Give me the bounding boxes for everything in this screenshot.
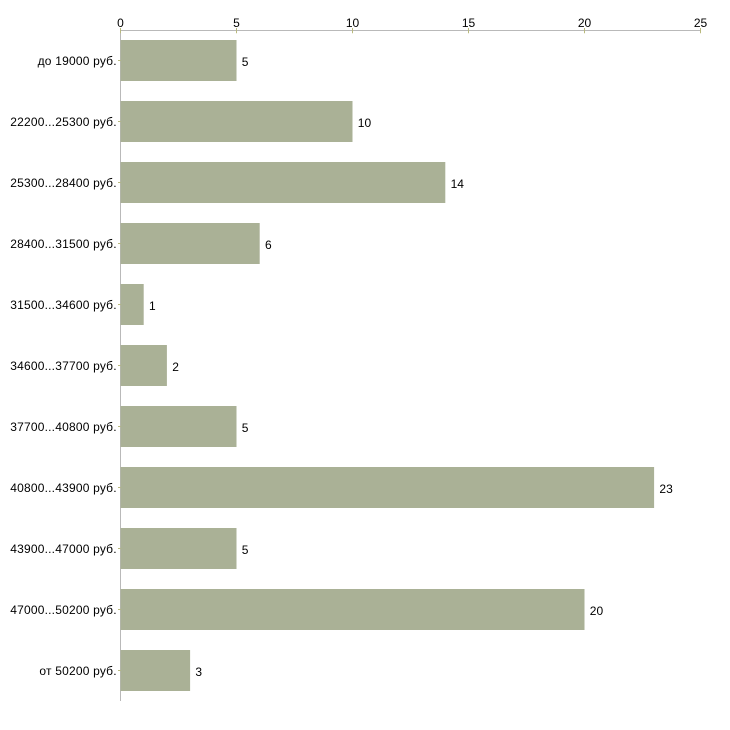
- svg-text:5: 5: [242, 55, 249, 69]
- svg-text:10: 10: [358, 116, 372, 130]
- svg-text:40800...43900 руб.: 40800...43900 руб.: [10, 481, 117, 495]
- svg-text:6: 6: [265, 238, 272, 252]
- svg-text:34600...37700 руб.: 34600...37700 руб.: [10, 359, 117, 373]
- svg-text:20: 20: [578, 16, 592, 30]
- svg-text:1: 1: [149, 299, 156, 313]
- svg-text:15: 15: [462, 16, 476, 30]
- svg-text:от 50200 руб.: от 50200 руб.: [39, 664, 116, 678]
- svg-text:25300...28400 руб.: 25300...28400 руб.: [10, 176, 117, 190]
- svg-text:0: 0: [117, 16, 124, 30]
- svg-text:2: 2: [172, 360, 179, 374]
- svg-text:31500...34600 руб.: 31500...34600 руб.: [10, 298, 117, 312]
- svg-text:10: 10: [346, 16, 360, 30]
- svg-text:5: 5: [242, 543, 249, 557]
- svg-text:5: 5: [242, 421, 249, 435]
- svg-text:5: 5: [233, 16, 240, 30]
- svg-text:20: 20: [590, 604, 604, 618]
- svg-text:до 19000 руб.: до 19000 руб.: [38, 54, 117, 68]
- svg-text:14: 14: [451, 177, 465, 191]
- svg-text:3: 3: [195, 665, 202, 679]
- svg-text:43900...47000 руб.: 43900...47000 руб.: [10, 542, 117, 556]
- svg-text:25: 25: [694, 16, 708, 30]
- svg-text:28400...31500 руб.: 28400...31500 руб.: [10, 237, 117, 251]
- svg-text:23: 23: [659, 482, 673, 496]
- svg-text:37700...40800 руб.: 37700...40800 руб.: [10, 420, 117, 434]
- svg-text:22200...25300 руб.: 22200...25300 руб.: [10, 115, 117, 129]
- svg-text:47000...50200 руб.: 47000...50200 руб.: [10, 603, 117, 617]
